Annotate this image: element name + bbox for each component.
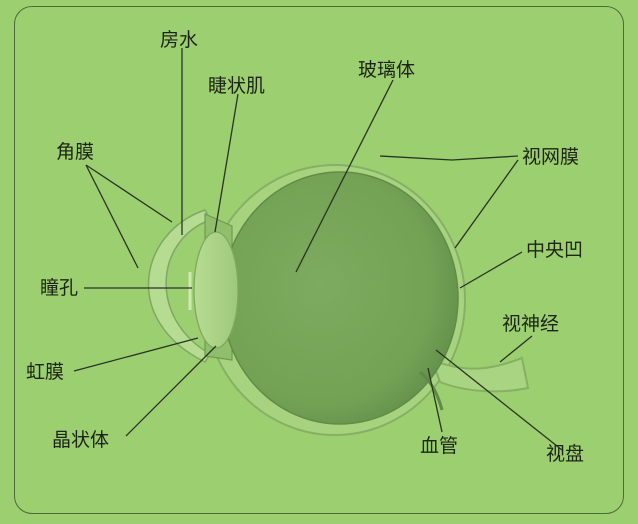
label-retina: 视网膜 [522, 146, 579, 168]
leader-cornea-1 [85, 164, 173, 223]
cornea-shape [147, 209, 212, 363]
label-fovea: 中央凹 [526, 239, 583, 261]
leader-retina-2 [454, 159, 519, 249]
label-iris: 虹膜 [26, 361, 64, 383]
leader-fovea [459, 251, 523, 289]
leader-optic-disc [435, 349, 563, 451]
leader-iris [73, 337, 199, 372]
label-aqueous-humor: 房水 [160, 29, 198, 51]
label-ciliary-muscle: 睫状肌 [208, 75, 265, 97]
label-cornea: 角膜 [56, 141, 94, 163]
label-blood-vessel: 血管 [420, 435, 458, 457]
leader-vitreous-body [295, 79, 394, 273]
label-pupil: 瞳孔 [40, 277, 78, 299]
leader-blood-vessel [427, 367, 443, 433]
leader-ciliary-muscle [214, 93, 239, 233]
leader-lens [125, 345, 217, 437]
label-optic-disc: 视盘 [546, 443, 584, 465]
eyeball [221, 171, 459, 425]
lens-shape [193, 231, 239, 349]
diagram-frame [14, 6, 624, 514]
blood-vessel-shape [419, 370, 444, 411]
leader-optic-nerve [499, 335, 533, 363]
leader-lines [73, 48, 563, 451]
label-lens: 晶状体 [52, 429, 109, 451]
label-vitreous-body: 玻璃体 [358, 59, 415, 81]
leader-cornea-2 [85, 164, 139, 269]
leader-retina [379, 155, 519, 161]
label-optic-nerve: 视神经 [502, 313, 559, 335]
optic-nerve-shape [430, 356, 530, 393]
